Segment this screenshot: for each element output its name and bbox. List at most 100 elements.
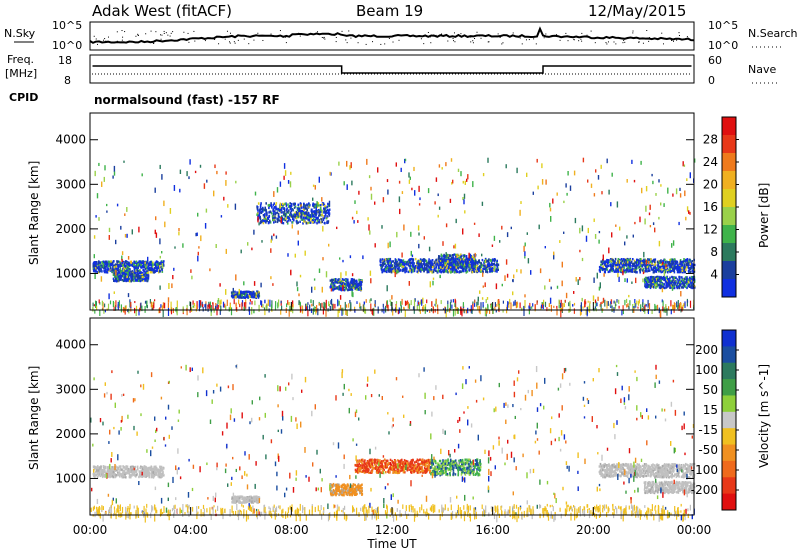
echo-cell <box>94 272 96 280</box>
nave-tick-high: 60 <box>708 54 722 67</box>
echo-cell <box>406 300 409 305</box>
echo-cell <box>275 301 277 307</box>
noise-point <box>578 40 580 42</box>
echo-cell <box>442 308 445 311</box>
echo-cell <box>411 187 413 191</box>
echo-cell <box>124 265 127 268</box>
echo-cell <box>631 159 633 164</box>
echo-cell <box>282 218 284 221</box>
echo-cell <box>633 270 636 273</box>
echo-cell <box>679 262 682 265</box>
echo-cell <box>538 224 540 230</box>
echo-cell <box>454 260 457 263</box>
echo-cell <box>353 284 356 288</box>
echo-cell <box>127 309 129 313</box>
echo-cell <box>677 285 679 289</box>
echo-cell <box>146 260 149 264</box>
echo-cell <box>225 248 227 254</box>
echo-cell <box>151 302 153 308</box>
noise-point <box>638 41 640 43</box>
echo-cell <box>115 300 117 307</box>
echo-cell <box>648 267 650 270</box>
echo-cell <box>649 260 652 264</box>
echo-cell <box>615 267 617 270</box>
echo-cell <box>519 209 521 216</box>
echo-cell <box>354 200 356 204</box>
echo-cell <box>649 204 651 210</box>
echo-cell <box>346 282 348 285</box>
echo-cell <box>348 303 350 308</box>
noise-point <box>545 33 547 35</box>
echo-cell <box>563 200 565 204</box>
echo-cell <box>448 263 450 267</box>
noise-left-label: N.Sky <box>4 27 36 40</box>
echo-cell <box>610 264 613 267</box>
echo-cell <box>268 215 270 218</box>
echo-cell <box>404 309 406 317</box>
echo-cell <box>168 283 170 289</box>
echo-cell <box>343 289 346 292</box>
echo-cell <box>302 210 304 213</box>
echo-cell <box>281 202 284 206</box>
echo-cell <box>334 303 336 309</box>
noise-point <box>324 38 326 40</box>
echo-cell <box>119 262 122 265</box>
echo-cell <box>673 266 675 269</box>
echo-cell <box>267 204 270 207</box>
echo-cell <box>346 160 348 167</box>
echo-cell <box>114 263 117 266</box>
echo-cell <box>241 291 243 294</box>
echo-cell <box>634 261 637 264</box>
echo-cell <box>436 271 439 274</box>
echo-cell <box>126 269 128 272</box>
echo-cell <box>659 270 662 273</box>
echo-cell <box>262 219 264 222</box>
echo-cell <box>347 278 349 281</box>
echo-cell <box>192 300 194 305</box>
echo-cell <box>101 265 104 269</box>
echo-cell <box>607 264 609 267</box>
echo-cell <box>625 264 627 267</box>
echo-cell <box>358 280 361 283</box>
echo-cell <box>497 299 499 307</box>
echo-cell <box>282 222 285 225</box>
echo-cell <box>684 301 686 308</box>
echo-cell <box>438 255 440 258</box>
echo-cell <box>109 268 111 271</box>
echo-cell <box>121 278 124 282</box>
echo-cell <box>390 264 392 267</box>
echo-cell <box>403 263 406 267</box>
echo-cell <box>271 205 273 209</box>
echo-cell <box>122 264 124 267</box>
noise-point <box>160 34 162 36</box>
echo-cell <box>389 259 391 262</box>
noise-point <box>257 32 259 34</box>
echo-cell <box>296 209 299 212</box>
echo-cell <box>353 280 355 284</box>
echo-cell <box>124 273 127 276</box>
echo-cell <box>468 252 470 259</box>
echo-cell <box>423 305 425 312</box>
echo-cell <box>294 253 296 258</box>
echo-cell <box>133 266 135 269</box>
echo-cell <box>386 266 389 269</box>
echo-cell <box>353 286 355 290</box>
noise-point <box>528 39 530 41</box>
echo-cell <box>536 300 538 305</box>
echo-cell <box>656 285 659 288</box>
echo-cell <box>461 263 463 266</box>
echo-cell <box>266 216 269 220</box>
echo-cell <box>439 260 442 264</box>
noise-point <box>99 41 101 43</box>
echo-cell <box>678 268 680 271</box>
echo-cell <box>656 275 658 279</box>
echo-cell <box>413 262 415 265</box>
echo-cell <box>347 288 350 291</box>
noise-point <box>488 41 490 43</box>
echo-cell <box>405 270 408 273</box>
cpid-text: normalsound (fast) -157 RF <box>94 93 280 107</box>
echo-cell <box>387 262 389 266</box>
noise-point <box>535 43 537 45</box>
echo-cell <box>452 255 454 259</box>
echo-cell <box>386 300 388 305</box>
